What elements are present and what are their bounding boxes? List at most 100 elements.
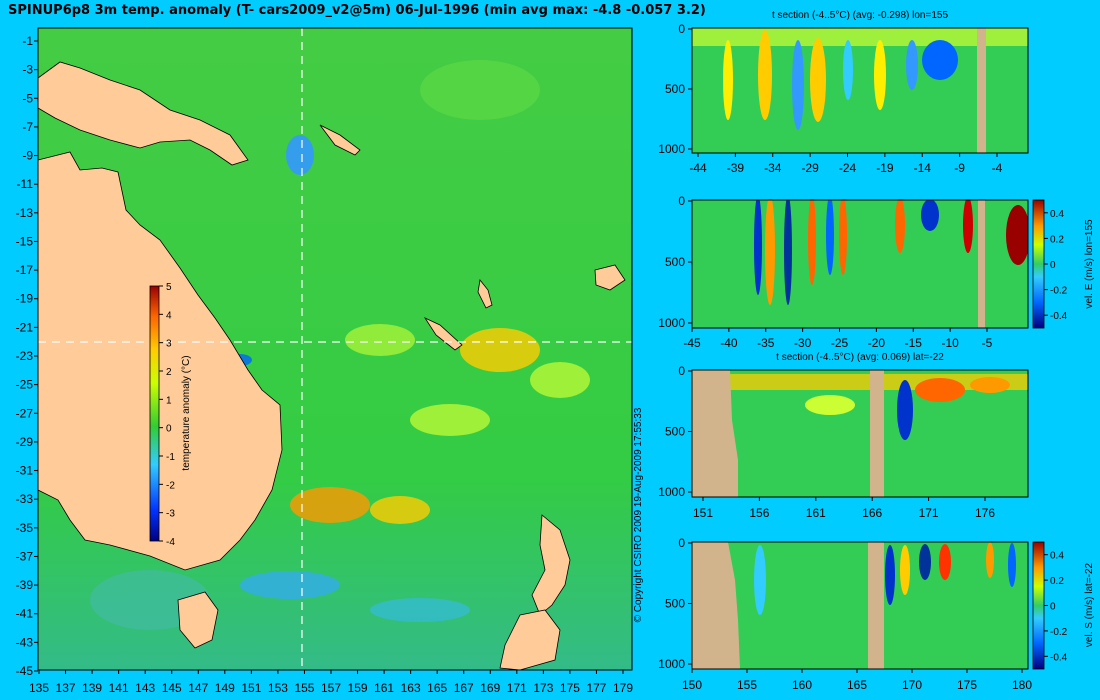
section-vel-s-panel: 150 155 160 165 170 175 180 0 500 1000 0.4 0.2 0 -0… (658, 536, 1095, 692)
australia-land (38, 151, 283, 571)
s3-x-tick-label: 161 (806, 506, 826, 520)
map-y-tick-label: -25 (16, 378, 34, 392)
map-colorbar (149, 285, 160, 542)
s2-x-tick-label: -40 (720, 336, 738, 350)
s4-y-tick-label: 1000 (658, 657, 685, 671)
s2-y-tick-label: 0 (678, 194, 685, 208)
section-vel-e-frame (691, 199, 1029, 329)
s4-x-tick-label: 160 (792, 678, 812, 692)
s1-x-tick-label: -4 (992, 161, 1003, 175)
section-t-lat-y-axis: 0 500 1000 (658, 364, 692, 499)
s2-x-tick-label: -35 (757, 336, 775, 350)
copyright-note: © Copyright CSIRO 2009 19-Aug-2009 17:55… (633, 407, 644, 622)
s1-x-tick-label: -19 (876, 161, 894, 175)
s4-x-tick-label: 180 (1012, 678, 1032, 692)
section-vel-s-colorbar-ticks: 0.4 0.2 0 -0.2 -0.4 (1044, 551, 1068, 663)
section-t-lon-panel: t section (-4..5°C) (avg: -0.298) lon=15… (658, 10, 1029, 175)
land-masses (38, 61, 626, 670)
map-x-tick-label: 141 (109, 681, 129, 695)
map-x-tick-label: 171 (507, 681, 527, 695)
s4-y-tick-label: 500 (665, 597, 685, 611)
map-y-tick-label: -15 (16, 234, 34, 248)
s1-y-tick-label: 500 (665, 82, 685, 96)
map-y-tick-label: -27 (16, 406, 34, 420)
s3-x-tick-label: 166 (862, 506, 882, 520)
page-title: SPINUP6p8 3m temp. anomaly (T- cars2009_… (8, 3, 706, 18)
section-t-lat-x-axis: 151 156 161 166 171 176 (693, 497, 995, 520)
section-vel-e-colorbar-label: vel. E (m/s) lon=155 (1084, 219, 1095, 309)
new-zealand-north-land (531, 514, 571, 616)
map-x-tick-label: 135 (29, 681, 49, 695)
map-y-tick-label: -31 (16, 464, 34, 478)
map-x-tick-label: 175 (560, 681, 580, 695)
section-vel-e-x-axis: -45 -40 -35 -30 -25 -20 -15 -10 -5 (683, 328, 993, 350)
s2-x-tick-label: -45 (683, 336, 701, 350)
vel-colorbar-tick-label: -0.2 (1050, 286, 1068, 297)
fiji-land (594, 264, 626, 291)
map-x-tick-label: 137 (56, 681, 76, 695)
map-colorbar-tick-label: -4 (166, 537, 175, 548)
vel-colorbar-tick-label: -0.4 (1050, 652, 1068, 663)
section-t-lat-field (692, 370, 1028, 497)
map-x-tick-label: 147 (188, 681, 208, 695)
new-guinea-land (38, 61, 249, 166)
map-colorbar-label: temperature anomaly (°C) (181, 355, 192, 470)
vel-colorbar-tick-label: 0.2 (1050, 234, 1064, 245)
map-x-tick-label: 149 (215, 681, 235, 695)
s2-x-tick-label: -20 (868, 336, 886, 350)
section-vel-s-y-axis: 0 500 1000 (658, 536, 692, 671)
section-vel-s-land-mid (868, 542, 884, 669)
section-t-lat-features (692, 370, 1028, 497)
section-vel-e-features (754, 200, 1028, 328)
s4-x-tick-label: 150 (682, 678, 702, 692)
map-y-tick-label: -1 (22, 34, 33, 48)
section-t-lon-land (977, 28, 986, 153)
s3-y-tick-label: 0 (678, 364, 685, 378)
map-y-tick-label: -19 (16, 292, 34, 306)
vel-colorbar-tick-label: 0 (1050, 260, 1056, 271)
section-vel-s-features (692, 542, 1016, 669)
map-x-tick-label: 143 (135, 681, 155, 695)
map-y-tick-label: -9 (22, 149, 33, 163)
map-panel: 135 137 139 141 143 145 147 149 151 153 155 157 159 1… (16, 27, 633, 695)
map-colorbar-tick-label: 1 (166, 395, 172, 406)
map-colorbar-tick-label: 0 (166, 424, 172, 435)
section-t-lat-frame (691, 369, 1029, 498)
section-vel-e-colorbar (1032, 199, 1045, 329)
map-x-tick-label: 167 (454, 681, 474, 695)
section-t-lon-frame (691, 27, 1029, 154)
s4-x-tick-label: 175 (957, 678, 977, 692)
map-y-tick-label: -5 (22, 91, 33, 105)
map-x-tick-label: 161 (374, 681, 394, 695)
s1-x-tick-label: -14 (914, 161, 932, 175)
map-x-tick-label: 169 (480, 681, 500, 695)
map-x-axis: 135 137 139 141 143 145 147 149 151 153 155 157 159 1… (29, 670, 633, 695)
map-y-tick-label: -7 (22, 120, 33, 134)
section-vel-e-colorbar-ticks: 0.4 0.2 0 -0.2 -0.4 (1044, 209, 1068, 322)
s3-y-tick-label: 500 (665, 425, 685, 439)
map-y-tick-label: -43 (16, 635, 34, 649)
vel-colorbar-tick-label: 0.2 (1050, 576, 1064, 587)
tasmania-land (177, 591, 219, 649)
section-t-lat-land-west (692, 370, 738, 497)
map-y-tick-label: -17 (16, 263, 34, 277)
solomon-islands-land (319, 124, 361, 156)
s2-y-tick-label: 1000 (658, 316, 685, 330)
section-t-lon-y-axis: 0 500 1000 (658, 22, 692, 156)
section-t-lat-land-mid (870, 370, 884, 497)
map-frame (37, 27, 633, 671)
s3-y-tick-label: 1000 (658, 485, 685, 499)
s4-x-tick-label: 165 (847, 678, 867, 692)
vel-colorbar-tick-label: 0.4 (1050, 209, 1064, 220)
map-y-tick-label: -3 (22, 63, 33, 77)
section-t-lon-features (692, 28, 1028, 153)
map-x-tick-label: 163 (401, 681, 421, 695)
map-x-tick-label: 179 (613, 681, 633, 695)
map-colorbar-tick-label: 3 (166, 339, 172, 350)
section-t-lat-panel: t section (-4..5°C) (avg: 0.069) lat=-22… (658, 352, 1029, 520)
section-vel-s-colorbar (1032, 541, 1045, 670)
section-vel-e-land (978, 200, 985, 328)
map-x-tick-label: 165 (427, 681, 447, 695)
map-y-tick-label: -11 (17, 177, 34, 191)
